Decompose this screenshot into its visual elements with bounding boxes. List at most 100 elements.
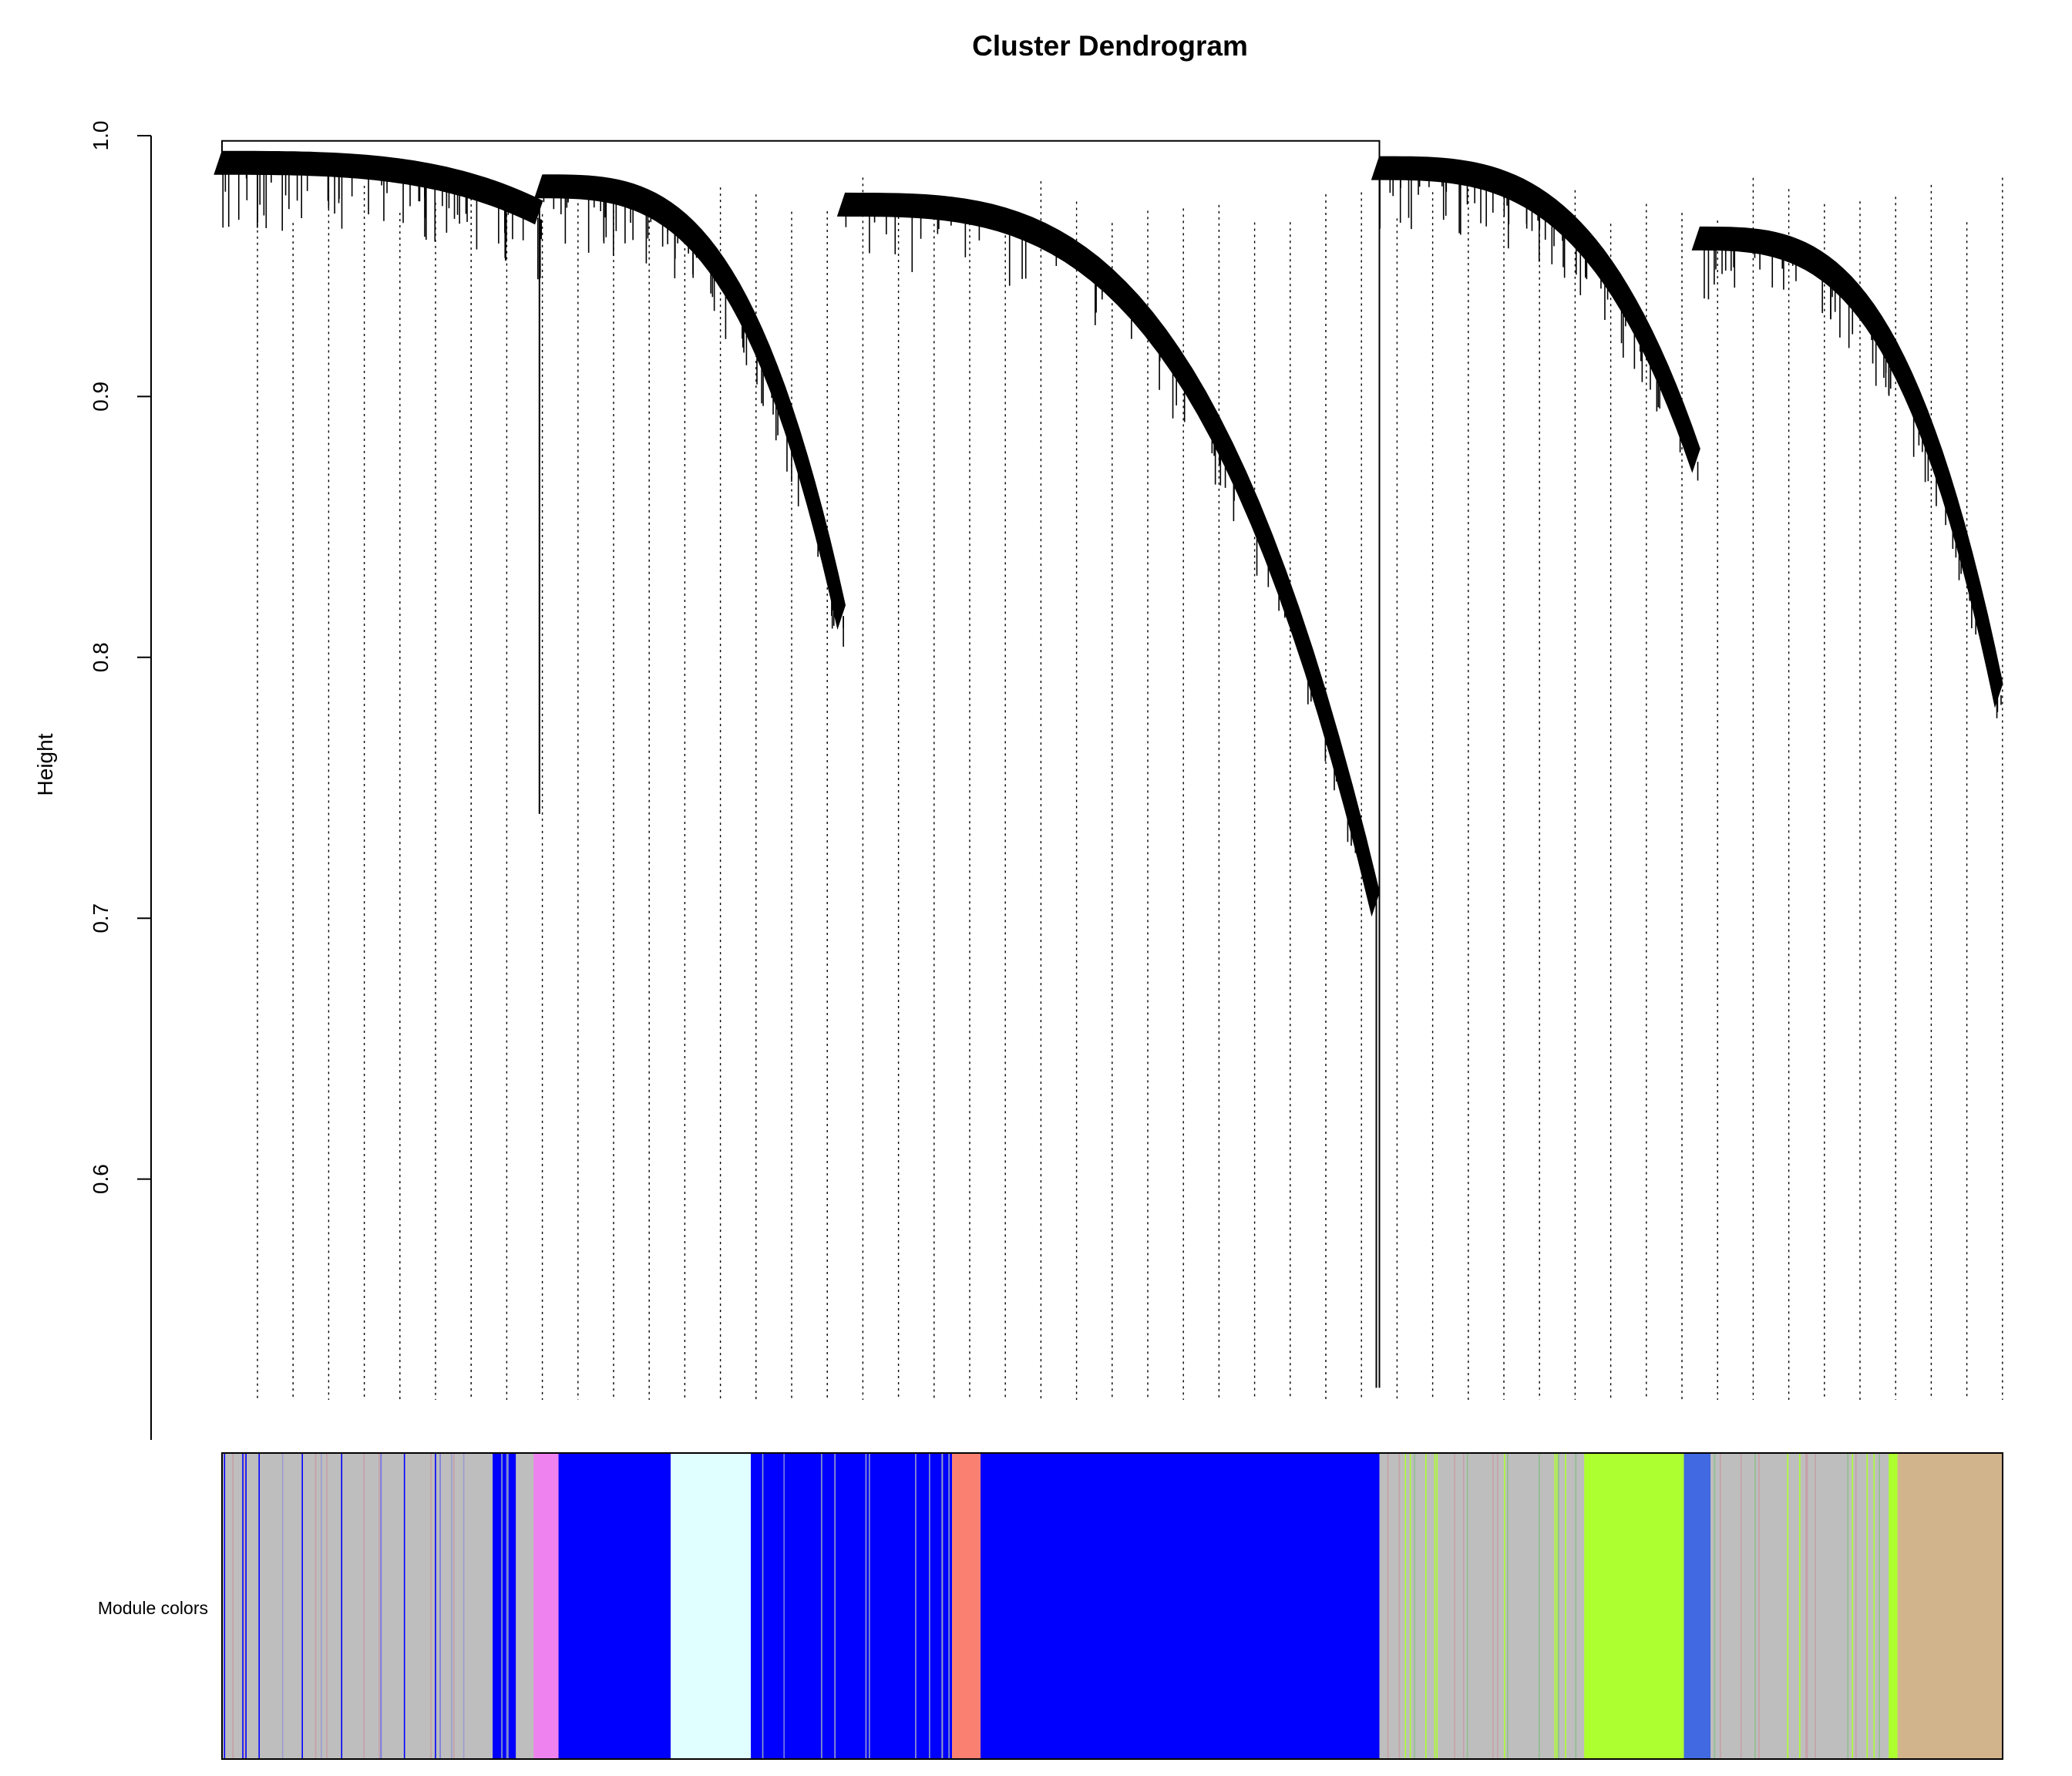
y-tick-label: 0.7	[89, 903, 113, 933]
module-color-stripe	[1496, 1453, 1498, 1759]
module-color-segment	[1584, 1453, 1684, 1759]
module-color-stripe	[1847, 1453, 1849, 1759]
module-color-stripe	[1398, 1453, 1401, 1759]
module-color-stripe	[1565, 1453, 1566, 1759]
module-color-stripe	[1538, 1453, 1540, 1759]
module-color-stripe	[242, 1453, 244, 1759]
module-color-segment	[980, 1453, 1380, 1759]
module-color-stripe	[462, 1453, 465, 1759]
module-color-stripe	[1720, 1453, 1721, 1759]
module-color-stripe	[865, 1453, 867, 1759]
module-color-stripe	[1558, 1453, 1559, 1759]
module-color-segment	[1897, 1453, 2003, 1759]
y-axis: 0.6 0.7 0.8 0.9 1.0	[89, 121, 152, 1440]
module-color-stripe	[301, 1453, 303, 1759]
module-color-segment	[1684, 1453, 1711, 1759]
module-color-segment	[671, 1453, 752, 1759]
dendrogram-tree	[214, 140, 2003, 1400]
module-color-stripe	[929, 1453, 930, 1759]
module-color-stripe	[1507, 1453, 1509, 1759]
subcluster-branch	[836, 192, 1381, 917]
module-color-stripe	[314, 1453, 317, 1759]
module-color-stripe	[1866, 1453, 1868, 1759]
module-color-stripe	[232, 1453, 234, 1759]
module-color-stripe	[1740, 1453, 1742, 1759]
module-color-stripe	[1799, 1453, 1801, 1759]
module-color-stripe	[435, 1453, 436, 1759]
module-color-segment	[222, 1453, 493, 1759]
module-color-stripe	[834, 1453, 836, 1759]
module-color-stripe	[363, 1453, 365, 1759]
module-color-stripe	[1414, 1453, 1415, 1759]
module-color-stripe	[1554, 1453, 1556, 1759]
module-color-stripe	[948, 1453, 950, 1759]
module-color-stripe	[506, 1453, 508, 1759]
y-tick-label: 1.0	[89, 121, 113, 151]
module-color-stripe	[501, 1453, 503, 1759]
module-color-stripe	[1556, 1453, 1558, 1759]
module-color-stripe	[1873, 1453, 1875, 1759]
module-color-stripe	[1492, 1453, 1494, 1759]
module-color-stripe	[1504, 1453, 1505, 1759]
module-color-stripe	[1575, 1453, 1577, 1759]
module-color-stripe	[1404, 1453, 1407, 1759]
module-color-stripe	[1434, 1453, 1436, 1759]
module-color-stripe	[380, 1453, 382, 1759]
y-tick-label: 0.8	[89, 642, 113, 672]
module-color-stripe	[1855, 1453, 1857, 1759]
module-color-bar	[221, 1452, 2003, 1760]
subcluster-branch	[1371, 156, 1700, 473]
module-color-stripe	[1806, 1453, 1808, 1759]
module-colors-label: Module colors	[98, 1598, 208, 1618]
module-color-bar-border	[221, 1452, 2003, 1760]
module-color-stripe	[1436, 1453, 1438, 1759]
module-color-stripe	[245, 1453, 247, 1759]
subcluster-branch	[1691, 226, 2003, 708]
y-tick-label: 0.9	[89, 382, 113, 412]
module-color-stripe	[403, 1453, 405, 1759]
module-color-stripe	[341, 1453, 343, 1759]
y-tick-label: 0.6	[89, 1164, 113, 1194]
module-color-stripe	[915, 1453, 917, 1759]
module-color-stripe	[821, 1453, 822, 1759]
module-color-stripe	[1805, 1453, 1807, 1759]
module-color-stripe	[321, 1453, 322, 1759]
module-color-stripe	[762, 1453, 764, 1759]
module-color-stripe	[439, 1453, 441, 1759]
chart-title: Cluster Dendrogram	[972, 30, 1248, 62]
module-color-stripe	[258, 1453, 261, 1759]
module-color-stripe	[946, 1453, 948, 1759]
module-color-stripe	[1714, 1453, 1716, 1759]
module-color-stripe	[326, 1453, 328, 1759]
module-color-stripe	[1815, 1453, 1816, 1759]
y-axis-label: Height	[33, 733, 57, 796]
module-color-stripe	[430, 1453, 432, 1759]
module-color-segment	[952, 1453, 981, 1759]
module-color-stripe	[1758, 1453, 1760, 1759]
module-color-stripe	[1425, 1453, 1427, 1759]
module-color-stripe	[1787, 1453, 1789, 1759]
subcluster-branch	[534, 174, 846, 630]
module-color-stripe	[1754, 1453, 1756, 1759]
module-color-stripe	[1466, 1453, 1468, 1759]
module-color-stripe	[944, 1453, 945, 1759]
module-color-segment	[1889, 1453, 1898, 1759]
module-color-stripe	[453, 1453, 455, 1759]
module-color-stripe	[1879, 1453, 1880, 1759]
module-color-stripe	[281, 1453, 284, 1759]
module-color-stripe	[941, 1453, 943, 1759]
module-color-stripe	[1454, 1453, 1455, 1759]
module-color-stripe	[1852, 1453, 1854, 1759]
module-color-stripe	[880, 1453, 882, 1759]
module-color-segment	[558, 1453, 671, 1759]
module-color-stripe	[224, 1453, 226, 1759]
module-color-segment	[533, 1453, 559, 1759]
module-color-stripe	[869, 1453, 870, 1759]
root-merge	[221, 140, 1381, 1388]
module-color-segment	[493, 1453, 516, 1759]
module-color-stripe	[783, 1453, 785, 1759]
module-color-segment	[1379, 1453, 1585, 1759]
module-color-stripe	[451, 1453, 452, 1759]
module-color-segment	[751, 1453, 953, 1759]
